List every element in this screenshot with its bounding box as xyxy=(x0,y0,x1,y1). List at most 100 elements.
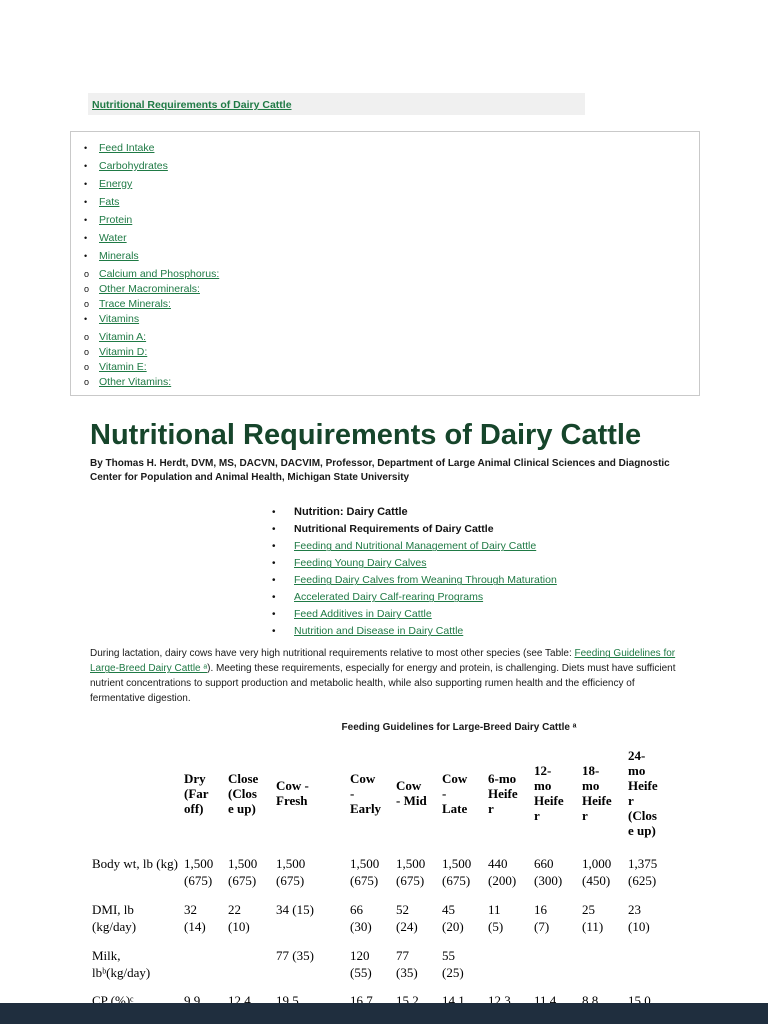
bullet-icon: o xyxy=(84,284,90,294)
toc-link-energy[interactable]: Energy xyxy=(99,178,133,190)
cell: 52 (24) xyxy=(396,901,418,934)
related-link-nutrition-disease[interactable]: Nutrition and Disease in Dairy Cattle xyxy=(294,625,464,638)
bullet-icon: • xyxy=(272,626,276,638)
toc-item: o Calcium and Phosphorus: xyxy=(77,266,693,281)
bullet-icon: o xyxy=(84,377,90,387)
related-link-feeding-management[interactable]: Feeding and Nutritional Management of Da… xyxy=(294,540,537,553)
related-link-weaning-maturation[interactable]: Feeding Dairy Calves from Weaning Throug… xyxy=(294,574,557,587)
bullet-icon: • xyxy=(272,507,276,519)
row-label: DMI, lb (kg/day) xyxy=(92,901,137,934)
toc-link-other-macrominerals[interactable]: Other Macrominerals: xyxy=(99,283,200,295)
toc-link-protein[interactable]: Protein xyxy=(99,214,133,226)
related-link-calf-rearing[interactable]: Accelerated Dairy Calf-rearing Programs xyxy=(294,591,484,604)
toc-link-vitamin-e[interactable]: Vitamin E: xyxy=(99,361,147,373)
bullet-icon: o xyxy=(84,269,90,279)
bullet-icon: • xyxy=(84,143,88,153)
toc-item: o Vitamin A: xyxy=(77,329,693,344)
toc-item: • Feed Intake xyxy=(77,140,693,155)
list-item: • Nutrition and Disease in Dairy Cattle xyxy=(272,624,768,638)
cell: 120 (55) xyxy=(350,947,372,980)
header-cell: Cow - Early xyxy=(350,770,382,816)
list-item: • Feeding and Nutritional Management of D… xyxy=(272,539,768,553)
cell xyxy=(226,947,274,993)
toc-link-carbohydrates[interactable]: Carbohydrates xyxy=(99,160,168,172)
cell: 1,500 (675) xyxy=(228,856,258,888)
header-cell: Cow - Mid xyxy=(396,778,427,809)
cell: 77 (35) xyxy=(396,947,418,980)
toc-link-trace-minerals[interactable]: Trace Minerals: xyxy=(99,298,171,310)
header-cell: Cow - Fresh xyxy=(276,778,309,809)
list-item: • Feeding Young Dairy Calves xyxy=(272,556,768,570)
toc-link-water[interactable]: Water xyxy=(99,232,127,244)
bullet-icon: • xyxy=(272,609,276,621)
toc-link-vitamin-d[interactable]: Vitamin D: xyxy=(99,346,148,358)
table-reference-link[interactable]: Feeding Guidelines for Large-Breed Dairy… xyxy=(90,648,676,675)
toc-item: o Trace Minerals: xyxy=(77,296,693,311)
list-item-label: Nutritional Requirements of Dairy Cattle xyxy=(294,523,494,536)
bullet-icon: • xyxy=(272,541,276,553)
cell: 1,500 (675) xyxy=(350,856,380,888)
cell: 1,375 (625) xyxy=(628,856,658,888)
related-link-feed-additives[interactable]: Feed Additives in Dairy Cattle xyxy=(294,608,432,621)
cell: 45 (20) xyxy=(442,901,464,934)
toc-item: • Protein xyxy=(77,212,693,227)
bullet-icon: • xyxy=(84,161,88,171)
row-label: Body wt, lb (kg) xyxy=(92,856,178,872)
header-cell: Close (Clos e up) xyxy=(228,770,259,816)
list-item: • Accelerated Dairy Calf-rearing Programs xyxy=(272,590,768,604)
page-title: Nutritional Requirements of Dairy Cattle xyxy=(90,419,642,451)
cell xyxy=(626,947,684,993)
list-item: • Nutritional Requirements of Dairy Cattl… xyxy=(272,522,768,536)
header-cell: 6-mo Heife r xyxy=(488,770,518,816)
cell xyxy=(532,947,580,993)
related-link-young-calves[interactable]: Feeding Young Dairy Calves xyxy=(294,557,427,570)
bullet-icon: • xyxy=(84,197,88,207)
bullet-icon: • xyxy=(84,251,88,261)
list-item: • Nutrition: Dairy Cattle xyxy=(272,505,768,519)
cell: 1,500 (675) xyxy=(396,856,426,888)
cell: 66 (30) xyxy=(350,901,372,934)
bullet-icon: • xyxy=(272,575,276,587)
toc-link-fats[interactable]: Fats xyxy=(99,196,120,208)
intro-paragraph: During lactation, dairy cows have very h… xyxy=(90,646,686,706)
cell: 1,500 (675) xyxy=(442,856,472,888)
toc-link-vitamin-a[interactable]: Vitamin A: xyxy=(99,331,147,343)
toc-item: • Water xyxy=(77,230,693,245)
row-label: Milk, lbᵇ(kg/day) xyxy=(92,947,151,980)
related-links-list: • Nutrition: Dairy Cattle • Nutritional Re… xyxy=(272,505,768,638)
toc-link-feed-intake[interactable]: Feed Intake xyxy=(99,142,155,154)
toc-item: • Minerals xyxy=(77,248,693,263)
feeding-guidelines-table: Dry (Far off) Close (Clos e up) Cow - Fr… xyxy=(90,747,684,1021)
cell: 32 (14) xyxy=(184,901,206,934)
top-toc-link[interactable]: Nutritional Requirements of Dairy Cattle xyxy=(92,99,292,111)
list-item-label: Nutrition: Dairy Cattle xyxy=(294,506,408,519)
toc-box: • Feed Intake • Carbohydrates • Energy • Fat… xyxy=(70,131,700,396)
toc-link-calcium-phosphorus[interactable]: Calcium and Phosphorus: xyxy=(99,268,220,280)
cell: 25 (11) xyxy=(582,901,604,934)
viewer-bottom-bar xyxy=(0,1003,768,1024)
cell: 55 (25) xyxy=(442,947,464,980)
bullet-icon: o xyxy=(84,347,90,357)
toc-item: • Carbohydrates xyxy=(77,158,693,173)
bullet-icon: o xyxy=(84,299,90,309)
toc-link-minerals[interactable]: Minerals xyxy=(99,250,139,262)
table-row: DMI, lb (kg/day) 32 (14) 22 (10) 34 (15)… xyxy=(90,901,684,947)
cell: 1,500 (675) xyxy=(184,856,214,888)
cell: 1,000 (450) xyxy=(582,856,612,888)
header-cell: Dry (Far off) xyxy=(184,770,209,816)
toc-item: o Vitamin E: xyxy=(77,359,693,374)
toc-item: o Other Vitamins: xyxy=(77,374,693,389)
cell: 16 (7) xyxy=(534,901,550,934)
toc-item: • Fats xyxy=(77,194,693,209)
list-item: • Feeding Dairy Calves from Weaning Throu… xyxy=(272,573,768,587)
header-cell: 12- mo Heife r xyxy=(534,763,564,824)
toc-item: o Vitamin D: xyxy=(77,344,693,359)
table-title: Feeding Guidelines for Large-Breed Dairy… xyxy=(341,722,577,734)
header-cell xyxy=(90,747,182,855)
table-header-row: Dry (Far off) Close (Clos e up) Cow - Fr… xyxy=(90,747,684,855)
toc-link-vitamins[interactable]: Vitamins xyxy=(99,313,140,325)
toc-link-other-vitamins[interactable]: Other Vitamins: xyxy=(99,376,172,388)
table-row: Body wt, lb (kg) 1,500 (675) 1,500 (675)… xyxy=(90,855,684,901)
bullet-icon: o xyxy=(84,362,90,372)
